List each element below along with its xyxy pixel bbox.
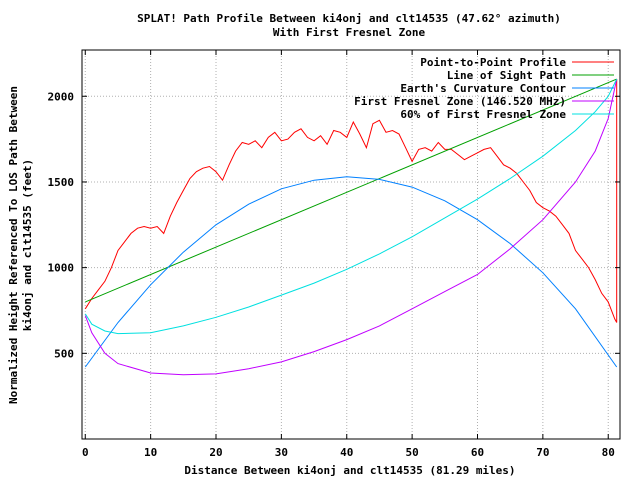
x-tick-label: 0 — [82, 446, 89, 459]
chart-title-line1: SPLAT! Path Profile Between ki4onj and c… — [137, 12, 561, 25]
y-tick-label: 2000 — [48, 90, 75, 103]
x-tick-label: 80 — [602, 446, 615, 459]
chart-title-line2: With First Fresnel Zone — [273, 26, 426, 39]
y-tick-label: 1000 — [48, 262, 75, 275]
series-60-of-first-fresnel-zone — [84, 78, 618, 335]
tick-labels: 0 10 20 30 40 50 60 70 80 500 1000 1500 2000 — [48, 50, 620, 459]
x-tick-label: 50 — [405, 446, 418, 459]
series-line-of-sight-path — [85, 78, 617, 303]
legend-label: 60% of First Fresnel Zone — [400, 108, 566, 121]
x-tick-label: 70 — [536, 446, 549, 459]
x-tick-label: 40 — [340, 446, 353, 459]
legend-label: First Fresnel Zone (146.520 MHz) — [354, 95, 566, 108]
x-axis-label: Distance Between ki4onj and clt14535 (81… — [184, 464, 515, 477]
legend-label: Point-to-Point Profile — [420, 56, 566, 69]
legend-label: Line of Sight Path — [447, 69, 566, 82]
series-layer — [84, 78, 618, 376]
x-tick-label: 60 — [471, 446, 484, 459]
x-tick-label: 10 — [144, 446, 157, 459]
legend-label: Earth's Curvature Contour — [400, 82, 566, 95]
plot-frame — [81, 49, 621, 440]
y-axis-label-line1: Normalized Height Referenced To LOS Path… — [7, 86, 20, 404]
y-tick-label: 500 — [54, 347, 74, 360]
x-tick-label: 20 — [209, 446, 222, 459]
x-tick-label: 30 — [275, 446, 288, 459]
series-point-to-point-profile — [84, 79, 618, 323]
y-axis-label-line2: ki4onj and clt14535 (feet) — [21, 159, 34, 331]
series-earth-s-curvature-contour — [84, 176, 618, 368]
series-first-fresnel-zone-146-520-mhz — [84, 78, 618, 376]
y-tick-label: 1500 — [48, 176, 75, 189]
